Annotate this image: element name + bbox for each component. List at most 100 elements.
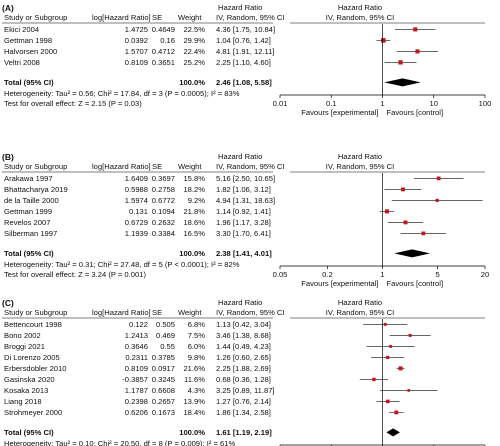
study-point: [401, 187, 405, 192]
panel-label: (B): [2, 152, 14, 162]
header-hazard-ratio: Hazard Ratio: [218, 152, 262, 161]
study-log-hazard-ratio: 0.2398: [125, 397, 148, 406]
header-hazard-ratio: Hazard Ratio: [218, 3, 262, 12]
study-log-hazard-ratio: 0.122: [129, 320, 148, 329]
study-hr-ci: 3.30 [1.70, 6.41]: [216, 229, 271, 238]
favours-left-label: Favours [experimental]: [301, 108, 378, 117]
study-point: [383, 322, 387, 326]
study-weight: 18.6%: [183, 218, 205, 227]
total-hr-ci: 2.38 [1.41, 4.01]: [216, 249, 272, 258]
header-plot-method: IV, Random, 95% CI: [326, 162, 395, 171]
study-log-hazard-ratio: 0.6729: [125, 218, 148, 227]
study-weight: 18.2%: [183, 185, 205, 194]
total-weight: 100.0%: [179, 78, 205, 87]
study-weight: 7.5%: [188, 331, 206, 340]
study-log-hazard-ratio: 0.131: [129, 207, 148, 216]
study-hr-ci: 1.14 [0.92, 1.41]: [216, 207, 271, 216]
study-se: 0.4649: [152, 25, 175, 34]
header-hr-method: IV, Random, 95% CI: [216, 13, 285, 22]
study-log-hazard-ratio: 1.4725: [125, 25, 148, 34]
study-point: [389, 344, 393, 348]
study-hr-ci: 1.82 [1.06, 3.12]: [216, 185, 271, 194]
x-tick-label: 10: [430, 99, 438, 108]
study-hr-ci: 1.44 [0.49, 4.23]: [216, 342, 271, 351]
study-point: [381, 38, 386, 43]
study-point: [403, 220, 408, 225]
study-name: Gettman 1998: [4, 36, 52, 45]
study-se: 0.469: [156, 331, 175, 340]
study-weight: 22.5%: [183, 25, 205, 34]
study-se: 0.3384: [152, 229, 175, 238]
study-weight: 21.6%: [183, 364, 205, 373]
study-name: Bettencourt 1998: [4, 320, 62, 329]
favours-right-label: Favours [control]: [387, 108, 444, 117]
header-plot-hazard-ratio: Hazard Ratio: [338, 3, 382, 12]
x-tick-label: 100: [479, 99, 492, 108]
study-point: [421, 231, 426, 236]
study-point: [415, 49, 420, 54]
study-hr-ci: 4.36 [1.75, 10.84]: [216, 25, 275, 34]
study-point: [436, 176, 441, 181]
header-study: Study or Subgroup: [4, 308, 67, 317]
header-se: SE: [152, 162, 162, 171]
study-point: [407, 389, 411, 392]
total-label: Total (95% CI): [4, 249, 54, 258]
study-weight: 15.8%: [183, 174, 205, 183]
study-weight: 22.4%: [183, 47, 205, 56]
study-hr-ci: 3.25 [0.89, 11.87]: [216, 386, 275, 395]
x-tick-label: 5: [435, 270, 439, 279]
study-hr-ci: 0.68 [0.36, 1.28]: [216, 375, 271, 384]
study-log-hazard-ratio: 0.8109: [125, 364, 148, 373]
header-se: SE: [152, 308, 162, 317]
study-log-hazard-ratio: -0.3857: [122, 375, 148, 384]
header-weight: Weight: [178, 308, 202, 317]
header-log-hazard-ratio: log[Hazard Ratio]: [92, 162, 151, 171]
study-name: Gasinska 2020: [4, 375, 55, 384]
study-se: 0.2758: [152, 185, 175, 194]
header-log-hazard-ratio: log[Hazard Ratio]: [92, 308, 151, 317]
header-weight: Weight: [178, 13, 202, 22]
total-weight: 100.0%: [179, 249, 205, 258]
study-se: 0.0917: [152, 364, 175, 373]
study-point: [435, 198, 439, 202]
study-name: de la Taille 2000: [4, 196, 59, 205]
study-se: 0.2657: [152, 397, 175, 406]
study-weight: 9.2%: [188, 196, 206, 205]
study-name: Ekici 2004: [4, 25, 39, 34]
study-log-hazard-ratio: 1.1787: [125, 386, 148, 395]
study-name: Strohmeyer 2000: [4, 408, 62, 417]
study-hr-ci: 3.46 [1.38, 8.68]: [216, 331, 271, 340]
study-se: 0.6772: [152, 196, 175, 205]
study-hr-ci: 1.13 [0.42, 3.04]: [216, 320, 271, 329]
study-log-hazard-ratio: 1.1939: [125, 229, 148, 238]
header-hr-method: IV, Random, 95% CI: [216, 308, 285, 317]
study-point: [384, 209, 390, 214]
study-weight: 16.5%: [183, 229, 205, 238]
study-hr-ci: 2.25 [1.10, 4.60]: [216, 58, 271, 67]
study-weight: 6.8%: [188, 320, 206, 329]
x-tick-label: 1: [380, 270, 384, 279]
study-name: Silberman 1997: [4, 229, 57, 238]
header-plot-hazard-ratio: Hazard Ratio: [338, 152, 382, 161]
header-plot-method: IV, Random, 95% CI: [326, 13, 395, 22]
study-log-hazard-ratio: 0.8109: [125, 58, 148, 67]
study-log-hazard-ratio: 0.5988: [125, 185, 148, 194]
study-log-hazard-ratio: 1.5974: [125, 196, 148, 205]
header-plot-hazard-ratio: Hazard Ratio: [338, 298, 382, 307]
study-weight: 29.9%: [183, 36, 205, 45]
study-se: 0.3785: [152, 353, 175, 362]
study-name: Kosaka 2013: [4, 386, 48, 395]
study-name: Broggi 2021: [4, 342, 45, 351]
study-name: Erbersdobler 2010: [4, 364, 66, 373]
study-se: 0.505: [156, 320, 175, 329]
study-name: Arakawa 1997: [4, 174, 53, 183]
header-plot-method: IV, Random, 95% CI: [326, 308, 395, 317]
study-hr-ci: 1.96 [1.17, 3.28]: [216, 218, 271, 227]
x-tick-label: 1: [380, 99, 384, 108]
header-log-hazard-ratio: log[Hazard Ratio]: [92, 13, 151, 22]
study-hr-ci: 5.16 [2.50, 10.65]: [216, 174, 275, 183]
header-weight: Weight: [178, 162, 202, 171]
study-se: 0.1673: [152, 408, 175, 417]
study-name: Bono 2002: [4, 331, 41, 340]
study-name: Gettman 1999: [4, 207, 52, 216]
